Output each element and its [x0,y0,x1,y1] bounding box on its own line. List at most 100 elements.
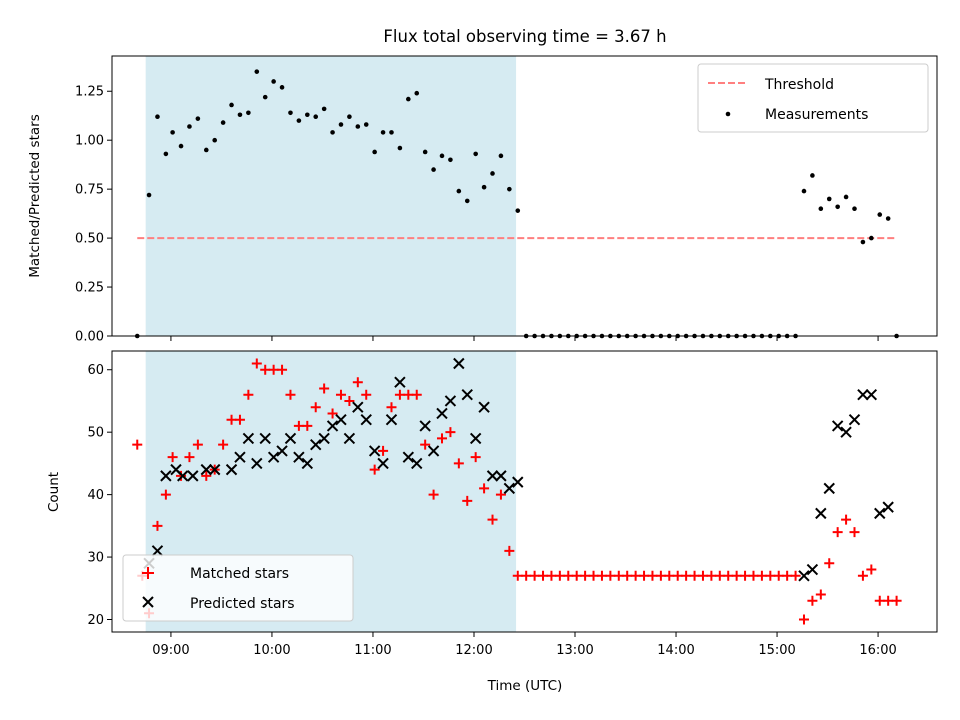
measurement-point [818,206,824,212]
matched-star-point [571,570,582,581]
measurement-point [835,204,840,210]
measurement-point [212,137,218,143]
predicted-star-point [368,445,381,457]
ratio-marks [134,69,899,339]
matched-star-point [748,570,759,581]
matched-star-point [152,520,163,531]
measurement-point [490,171,495,176]
matched-star-point [378,445,389,456]
legend-predicted-label: Predicted stars [190,596,295,612]
matched-star-point [874,595,885,606]
count-y-axis-label: Count [46,472,62,512]
measurement-point [406,96,411,102]
matched-star-point [554,570,565,581]
predicted-star-point [177,470,189,482]
chart-title: Flux total observing time = 3.67 h [383,27,666,46]
predicted-star-point [486,470,499,482]
legend-predicted-swatch [142,596,154,608]
matched-star-point [411,389,422,400]
matched-star-point [327,408,338,419]
predicted-star-point [267,451,280,463]
predicted-star-point [284,432,297,445]
ratio-legend: Threshold Measurements [697,63,929,133]
y-tick-label: 1.00 [75,134,104,149]
predicted-star-point [301,457,314,470]
matched-star-point [891,595,902,606]
matched-star-point [647,570,658,581]
measurement-point [877,212,883,217]
measurement-point [464,198,470,204]
measurement-point [843,194,849,200]
matched-star-point [697,570,708,581]
measurement-point [347,114,352,119]
measurement-point [178,143,184,149]
predicted-star-point [385,413,398,426]
matched-star-point [681,570,692,581]
measurement-point [885,216,891,221]
measurement-point [801,188,807,194]
matched-star-point [538,570,549,581]
ratio-x-ticks [170,336,879,341]
predicted-star-point [848,413,861,426]
matched-star-point [394,389,405,400]
predicted-star-point [293,451,305,463]
count-panel: 09:00 10:00 11:00 12:00 13:00 14:00 15:00 16:00… [46,350,938,694]
predicted-star-point [882,501,894,513]
matched-star-point [782,570,793,581]
predicted-star-point [259,432,271,445]
predicted-star-point [495,470,507,482]
predicted-star-point [234,451,246,463]
y-tick-label: 30 [87,551,104,566]
x-tick-label: 16:00 [859,643,896,658]
measurement-point [431,167,436,172]
predicted-star-point [865,389,878,401]
count-legend: Matched stars Predicted stars [122,554,354,622]
matched-star-point [437,433,447,444]
matched-star-point [883,595,894,606]
legend-matched-label: Matched stars [190,566,289,582]
matched-star-point [420,439,431,450]
matched-star-point [260,364,271,375]
measurement-point [237,112,243,118]
measurement-point [163,151,169,157]
matched-star-point [504,545,515,556]
x-axis-label: Time (UTC) [487,678,563,694]
predicted-star-point [402,451,415,463]
measurement-point [852,206,857,212]
ratio-legend-box [697,63,929,133]
ratio-y-axis-label: Matched/Predicted stars [27,114,43,277]
measurement-point [869,235,874,241]
observing-span-top [145,56,517,336]
predicted-star-point [208,463,221,476]
ratio-axes-frame [111,55,938,337]
predicted-star-point [251,457,263,470]
y-tick-label: 20 [87,613,104,628]
predicted-star-point [411,457,423,470]
matched-star-point [285,389,296,400]
measurement-point [146,192,152,198]
predicted-star-point [187,470,199,482]
matched-star-point [841,514,852,525]
matched-star-point [251,358,262,369]
matched-star-point [512,570,523,581]
matched-star-point [268,364,279,375]
measurement-point [203,147,209,153]
matched-star-point [226,414,237,425]
predicted-star-point [242,432,255,445]
matched-star-point [243,389,254,400]
predicted-star-point [343,432,356,445]
matched-star-point [857,570,868,581]
matched-star-point [470,452,481,463]
matched-star-point [563,570,574,581]
x-tick-label: 13:00 [556,643,593,658]
matched-star-point [369,464,380,475]
y-tick-label: 60 [87,363,104,378]
predicted-star-point [503,482,516,495]
predicted-star-point [453,357,465,370]
y-tick-label: 50 [87,426,104,441]
x-tick-label: 10:00 [253,643,290,658]
matched-star-point [293,420,304,431]
predicted-star-point [419,420,431,432]
predicted-star-point [151,545,164,557]
matched-star-point [672,570,683,581]
